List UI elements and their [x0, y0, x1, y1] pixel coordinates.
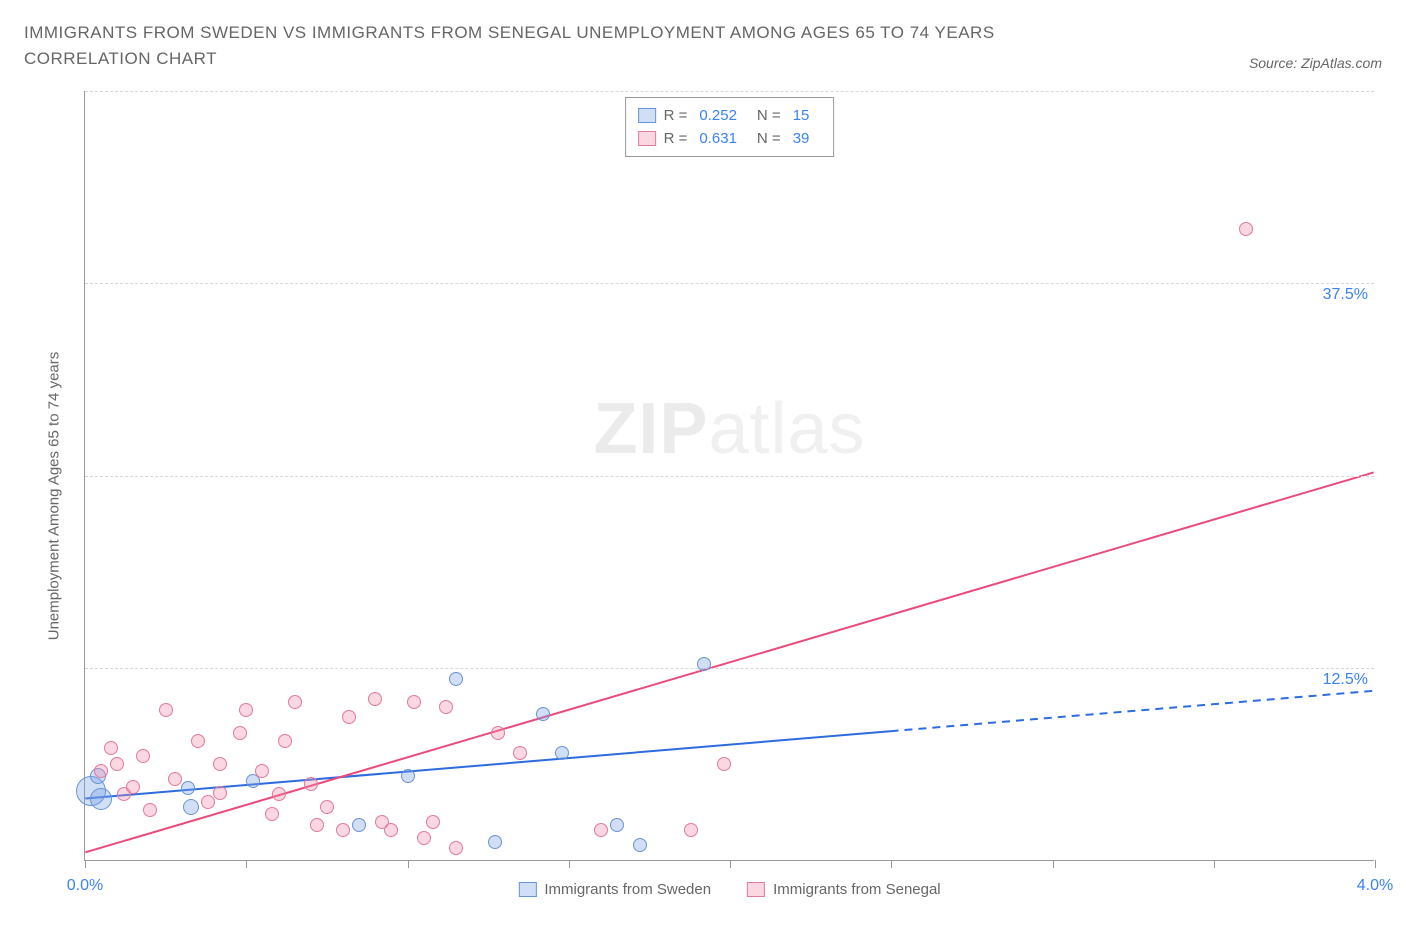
x-tick	[1214, 860, 1215, 868]
scatter-point-senegal	[310, 818, 324, 832]
n-label: N =	[757, 127, 781, 150]
scatter-point-senegal	[110, 757, 124, 771]
scatter-point-senegal	[126, 780, 140, 794]
swatch-sweden	[638, 108, 656, 123]
scatter-point-senegal	[368, 692, 382, 706]
legend-label-sweden: Immigrants from Sweden	[544, 881, 711, 898]
scatter-point-senegal	[94, 764, 108, 778]
legend-stats-row-sweden: R = 0.252 N = 15	[638, 104, 822, 127]
swatch-senegal	[638, 131, 656, 146]
scatter-point-senegal	[342, 710, 356, 724]
scatter-point-senegal	[136, 749, 150, 763]
legend-item-sweden: Immigrants from Sweden	[518, 881, 711, 898]
scatter-point-senegal	[491, 726, 505, 740]
scatter-point-senegal	[1239, 222, 1253, 236]
scatter-point-senegal	[417, 831, 431, 845]
trend-line-sweden	[85, 731, 890, 798]
scatter-point-sweden	[555, 746, 569, 760]
x-tick	[1375, 860, 1376, 868]
scatter-point-senegal	[213, 757, 227, 771]
y-tick-label: 37.5%	[1323, 286, 1368, 304]
swatch-senegal	[747, 882, 765, 897]
scatter-point-sweden	[90, 788, 112, 810]
y-tick-label: 12.5%	[1323, 671, 1368, 689]
scatter-point-senegal	[320, 800, 334, 814]
scatter-point-sweden	[697, 657, 711, 671]
x-tick	[730, 860, 731, 868]
source-prefix: Source:	[1249, 55, 1301, 71]
x-tick	[408, 860, 409, 868]
scatter-point-sweden	[449, 672, 463, 686]
n-value-sweden: 15	[789, 104, 822, 127]
legend-series: Immigrants from Sweden Immigrants from S…	[518, 881, 940, 898]
header: IMMIGRANTS FROM SWEDEN VS IMMIGRANTS FRO…	[24, 20, 1382, 73]
x-tick	[891, 860, 892, 868]
scatter-point-sweden	[183, 799, 199, 815]
plot-area: ZIPatlas R = 0.252 N = 15 R = 0.631 N = …	[84, 91, 1374, 861]
scatter-point-senegal	[168, 772, 182, 786]
r-value-senegal: 0.631	[695, 127, 749, 150]
scatter-point-senegal	[143, 803, 157, 817]
scatter-point-senegal	[213, 786, 227, 800]
gridline	[85, 283, 1374, 284]
scatter-point-sweden	[181, 781, 195, 795]
x-tick-label: 0.0%	[67, 877, 103, 895]
x-tick	[1053, 860, 1054, 868]
r-value-sweden: 0.252	[695, 104, 749, 127]
correlation-chart: Unemployment Among Ages 65 to 74 years Z…	[24, 81, 1382, 911]
scatter-point-senegal	[304, 777, 318, 791]
x-tick	[569, 860, 570, 868]
gridline	[85, 668, 1374, 669]
scatter-point-senegal	[104, 741, 118, 755]
scatter-point-senegal	[439, 700, 453, 714]
scatter-point-senegal	[159, 703, 173, 717]
scatter-point-senegal	[278, 734, 292, 748]
scatter-point-senegal	[272, 787, 286, 801]
scatter-point-senegal	[265, 807, 279, 821]
gridline	[85, 91, 1374, 92]
scatter-point-senegal	[255, 764, 269, 778]
scatter-point-senegal	[239, 703, 253, 717]
x-tick	[85, 860, 86, 868]
gridline	[85, 476, 1374, 477]
legend-stats-row-senegal: R = 0.631 N = 39	[638, 127, 822, 150]
scatter-point-senegal	[384, 823, 398, 837]
scatter-point-sweden	[352, 818, 366, 832]
source-attribution: Source: ZipAtlas.com	[1249, 55, 1382, 73]
scatter-point-senegal	[426, 815, 440, 829]
scatter-point-sweden	[488, 835, 502, 849]
scatter-point-sweden	[401, 769, 415, 783]
legend-item-senegal: Immigrants from Senegal	[747, 881, 941, 898]
n-value-senegal: 39	[789, 127, 822, 150]
x-tick	[246, 860, 247, 868]
scatter-point-sweden	[610, 818, 624, 832]
watermark-thin: atlas	[708, 389, 865, 469]
scatter-point-senegal	[191, 734, 205, 748]
legend-label-senegal: Immigrants from Senegal	[773, 881, 941, 898]
x-tick-label: 4.0%	[1357, 877, 1393, 895]
scatter-point-sweden	[633, 838, 647, 852]
scatter-point-senegal	[201, 795, 215, 809]
watermark-bold: ZIP	[593, 389, 708, 469]
scatter-point-senegal	[233, 726, 247, 740]
scatter-point-senegal	[684, 823, 698, 837]
trend-line-sweden-extrapolated	[891, 691, 1374, 731]
r-label: R =	[664, 127, 688, 150]
watermark: ZIPatlas	[593, 388, 865, 470]
source-name: ZipAtlas.com	[1301, 55, 1382, 71]
legend-stats: R = 0.252 N = 15 R = 0.631 N = 39	[625, 97, 835, 158]
scatter-point-senegal	[449, 841, 463, 855]
scatter-point-senegal	[288, 695, 302, 709]
swatch-sweden	[518, 882, 536, 897]
chart-title: IMMIGRANTS FROM SWEDEN VS IMMIGRANTS FRO…	[24, 20, 1124, 73]
y-axis-label: Unemployment Among Ages 65 to 74 years	[46, 351, 63, 640]
scatter-point-senegal	[513, 746, 527, 760]
n-label: N =	[757, 104, 781, 127]
scatter-point-senegal	[407, 695, 421, 709]
scatter-point-senegal	[336, 823, 350, 837]
scatter-point-senegal	[717, 757, 731, 771]
scatter-point-sweden	[536, 707, 550, 721]
r-label: R =	[664, 104, 688, 127]
scatter-point-senegal	[594, 823, 608, 837]
